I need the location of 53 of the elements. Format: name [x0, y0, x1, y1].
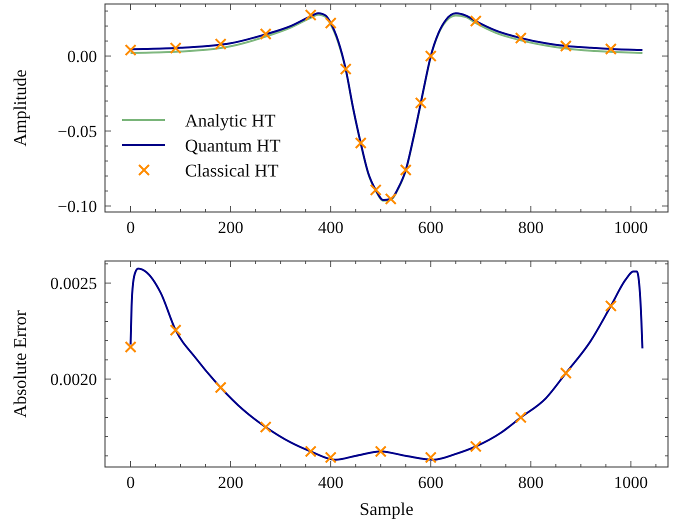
point	[170, 42, 182, 54]
point	[324, 17, 337, 30]
x-axis-title: Sample	[360, 499, 414, 519]
point	[514, 32, 527, 44]
point	[260, 421, 272, 434]
line-series	[130, 268, 644, 461]
point	[384, 192, 397, 205]
point	[304, 9, 317, 22]
point	[400, 164, 412, 176]
point	[304, 445, 317, 458]
y-axis-title: Amplitude	[10, 69, 30, 146]
point	[604, 300, 617, 312]
x-tick-label: 800	[518, 473, 544, 492]
point	[424, 50, 437, 62]
point	[424, 451, 437, 464]
x-tick-label: 200	[218, 218, 244, 237]
point	[260, 28, 272, 40]
legend-label: Analytic HT	[185, 110, 276, 130]
x-tick-label: 600	[418, 473, 444, 492]
y-tick-label: 0.00	[67, 46, 97, 66]
point	[414, 96, 427, 109]
legend-label: Quantum HT	[185, 135, 280, 156]
point	[124, 341, 137, 354]
point	[560, 40, 572, 52]
point	[470, 440, 482, 452]
x-tick-label: 1000	[614, 473, 648, 492]
point	[170, 324, 182, 336]
x-tick-label: 0	[126, 218, 135, 237]
y-tick-label: 0.0025	[50, 274, 97, 294]
x-tick-label: 0	[126, 473, 135, 492]
x-tick-label: 200	[218, 473, 244, 492]
point	[214, 38, 227, 50]
point	[560, 367, 572, 380]
point	[324, 451, 337, 464]
x-tick-label: 800	[518, 218, 544, 237]
y-tick-label: −0.05	[58, 122, 97, 141]
point	[340, 63, 352, 76]
x-tick-label: 400	[318, 218, 344, 237]
y-tick-label: −0.10	[58, 196, 97, 216]
x-tick-label: 600	[418, 218, 444, 237]
point	[354, 137, 367, 150]
point	[214, 382, 227, 394]
point	[604, 42, 617, 55]
x-tick-label: 1000	[614, 218, 648, 237]
point	[470, 15, 482, 28]
point	[370, 184, 382, 196]
legend-label: Classical HT	[185, 160, 278, 180]
y-tick-label: 0.0020	[50, 370, 97, 390]
point	[514, 411, 527, 424]
point	[374, 445, 387, 458]
x-tick-label: 400	[318, 473, 344, 492]
y-axis-title: Absolute Error	[10, 310, 30, 418]
point	[124, 44, 137, 56]
